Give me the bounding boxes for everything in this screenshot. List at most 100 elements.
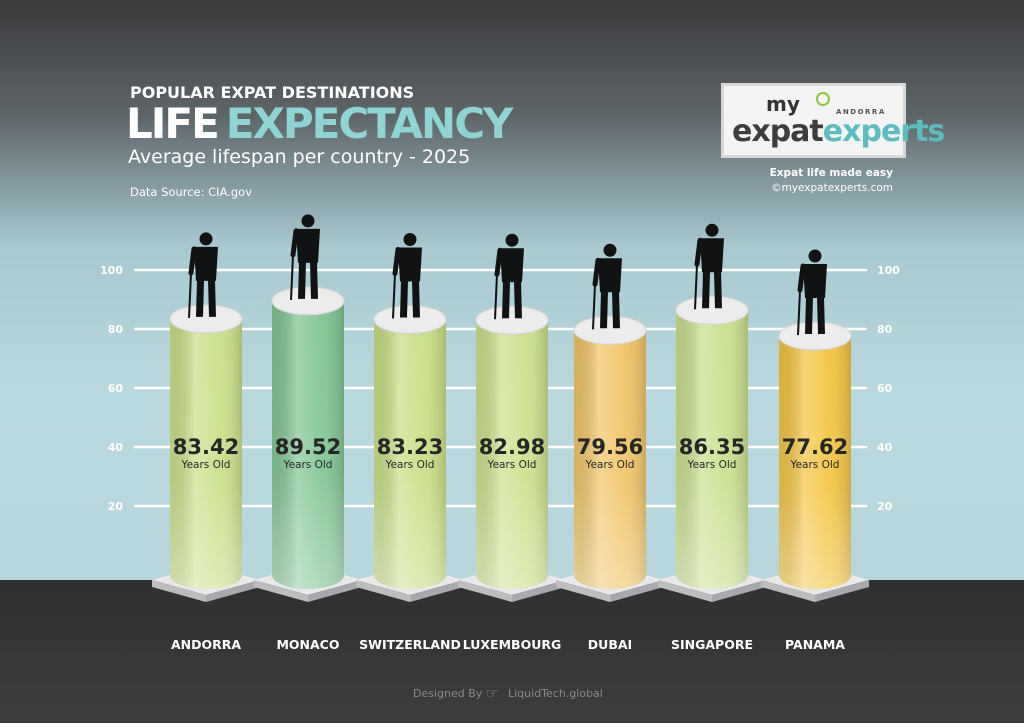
footer-designed-by: Designed By <box>413 687 483 700</box>
y-tick-left-60: 60 <box>108 382 124 395</box>
silhouette-arm <box>392 246 401 276</box>
y-tick-left-40: 40 <box>108 441 124 454</box>
bar-top <box>778 321 852 351</box>
subtitle: Average lifespan per country - 2025 <box>128 146 470 168</box>
silhouette-arm <box>188 246 197 276</box>
silhouette-arm <box>494 247 503 277</box>
category-label: ANDORRA <box>171 637 241 652</box>
page-title: LIFE EXPECTANCY <box>126 99 514 148</box>
person-silhouette-icon <box>797 249 827 336</box>
bar-base-left <box>761 580 815 602</box>
title-part-expectancy: EXPECTANCY <box>226 99 514 148</box>
bar-top <box>271 286 345 316</box>
footer-designer: LiquidTech.global <box>508 687 603 700</box>
silhouette-head <box>403 232 417 246</box>
bar-glow <box>374 319 446 589</box>
value-label: 82.98 <box>479 435 545 459</box>
bar-base-right <box>610 580 664 602</box>
bar-top <box>373 304 447 334</box>
logo-wordmark: expatexperts <box>732 114 946 149</box>
silhouette-torso <box>598 258 622 293</box>
silhouette-left-leg <box>502 281 510 319</box>
category-label: SINGAPORE <box>671 637 753 652</box>
category-label: MONACO <box>276 637 339 652</box>
bar-base-left <box>658 580 712 602</box>
silhouette-right-leg <box>412 280 420 318</box>
bar-base-right <box>815 580 869 602</box>
silhouette-torso <box>500 248 524 283</box>
person-silhouette-icon <box>694 223 724 310</box>
unit-label: Years Old <box>585 459 635 471</box>
y-tick-left-20: 20 <box>108 500 124 513</box>
bar-base-left <box>254 580 308 602</box>
value-label: 86.35 <box>679 435 745 459</box>
bar-base-left <box>152 580 206 602</box>
logo-tagline: Expat life made easy <box>770 167 894 179</box>
cane-icon <box>797 289 801 336</box>
title-part-life: LIFE <box>126 99 218 148</box>
unit-label: Years Old <box>385 459 435 471</box>
silhouette-torso <box>803 264 827 299</box>
silhouette-torso <box>296 228 320 263</box>
person-silhouette-icon <box>188 232 218 318</box>
bar-glow <box>476 320 548 589</box>
cane-icon <box>592 284 596 330</box>
category-label: PANAMA <box>785 637 845 652</box>
silhouette-arm <box>694 237 703 267</box>
silhouette-right-leg <box>514 281 522 319</box>
lightbulb-icon <box>816 92 830 106</box>
kicker: POPULAR EXPAT DESTINATIONS <box>130 83 414 102</box>
y-tick-right-40: 40 <box>877 441 893 454</box>
silhouette-torso <box>398 247 422 282</box>
bar-base-left <box>458 580 512 602</box>
value-label: 77.62 <box>782 435 848 459</box>
bar-base-right <box>712 580 766 602</box>
bar-glow <box>574 330 646 589</box>
silhouette-left-leg <box>600 291 608 329</box>
cane-icon <box>494 274 498 320</box>
y-tick-right-60: 60 <box>877 382 893 395</box>
bar-base-right <box>410 580 464 602</box>
logo-experts: experts <box>822 114 946 149</box>
bar-base-left <box>556 580 610 602</box>
value-label: 83.23 <box>377 435 443 459</box>
cane-icon <box>188 272 192 318</box>
bar-top <box>169 304 243 334</box>
bar-top <box>475 305 549 335</box>
silhouette-left-leg <box>196 279 204 317</box>
silhouette-right-leg <box>612 291 620 329</box>
unit-label: Years Old <box>790 459 840 471</box>
silhouette-right-leg <box>817 297 825 335</box>
bar-glow <box>170 318 242 589</box>
unit-label: Years Old <box>687 459 737 471</box>
bar-base-left <box>356 580 410 602</box>
unit-label: Years Old <box>487 459 537 471</box>
cane-icon <box>290 254 294 300</box>
floor <box>0 580 1024 723</box>
person-silhouette-icon <box>592 243 622 330</box>
y-tick-right-100: 100 <box>877 264 900 277</box>
silhouette-right-leg <box>310 261 318 299</box>
y-tick-left-100: 100 <box>100 264 123 277</box>
bar-top <box>675 295 749 325</box>
silhouette-left-leg <box>805 297 813 335</box>
bar-glow <box>676 310 748 589</box>
value-label: 89.52 <box>275 435 341 459</box>
y-tick-left-80: 80 <box>108 323 124 336</box>
cane-icon <box>392 273 396 319</box>
silhouette-head <box>301 214 315 228</box>
person-silhouette-icon <box>494 233 524 320</box>
cane-icon <box>694 264 698 310</box>
y-tick-right-80: 80 <box>877 323 893 336</box>
logo-website: ©myexpatexperts.com <box>771 182 893 194</box>
value-label: 83.42 <box>173 435 239 459</box>
hand-icon: ☞ <box>486 686 499 702</box>
